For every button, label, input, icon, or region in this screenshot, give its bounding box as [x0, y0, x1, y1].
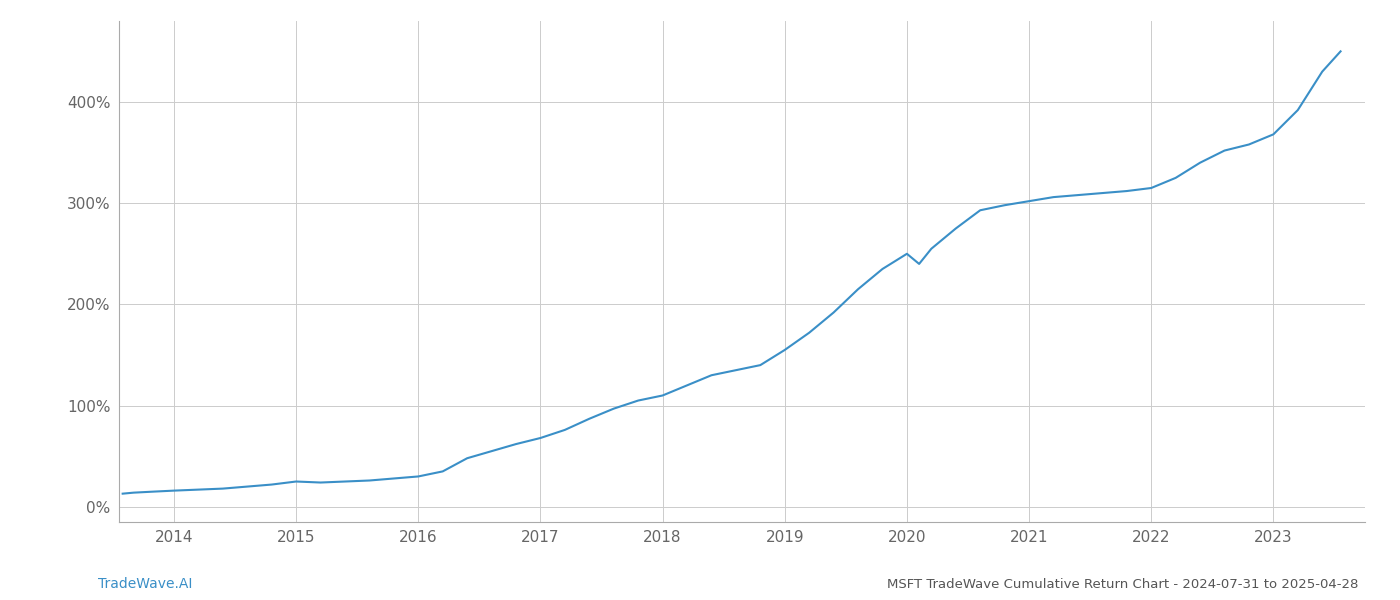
Text: MSFT TradeWave Cumulative Return Chart - 2024-07-31 to 2025-04-28: MSFT TradeWave Cumulative Return Chart -… [886, 578, 1358, 591]
Text: TradeWave.AI: TradeWave.AI [98, 577, 192, 591]
